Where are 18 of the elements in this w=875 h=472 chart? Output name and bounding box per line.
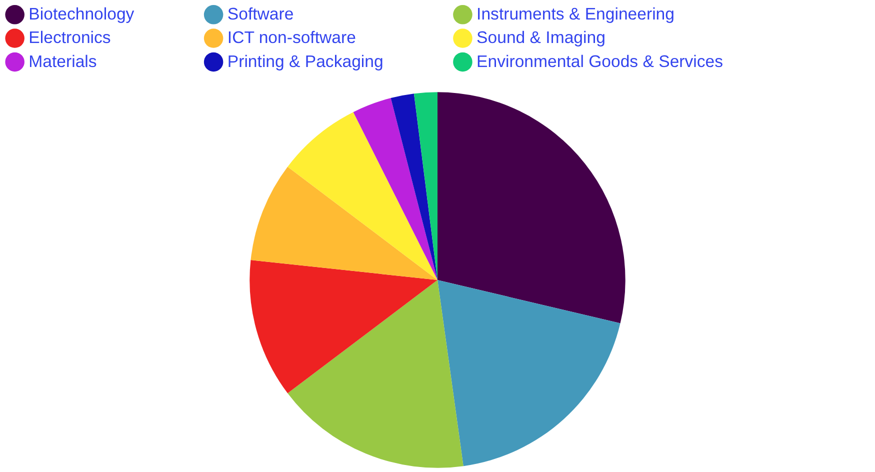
- legend-label: Software: [227, 4, 294, 24]
- legend-label: ICT non-software: [227, 28, 356, 48]
- pie-slice: [438, 92, 626, 324]
- pie-slice: [414, 92, 438, 280]
- legend-label: Environmental Goods & Services: [476, 52, 724, 71]
- legend-label: Sound & Imaging: [476, 28, 606, 48]
- pie-slice: [250, 166, 438, 280]
- pie-slice: [353, 98, 438, 280]
- pie-slice: [250, 260, 438, 394]
- legend-label: Electronics: [28, 28, 111, 48]
- legend-label: Instruments & Engineering: [476, 4, 675, 24]
- pie-slice: [438, 280, 620, 466]
- legend-label: Printing & Packaging: [227, 52, 384, 71]
- legend-label: Biotechnology: [28, 4, 135, 24]
- legend-label: Materials: [28, 52, 97, 71]
- pie-slice: [288, 112, 438, 280]
- pie-slice: [390, 94, 438, 280]
- pie-slice: [288, 280, 464, 468]
